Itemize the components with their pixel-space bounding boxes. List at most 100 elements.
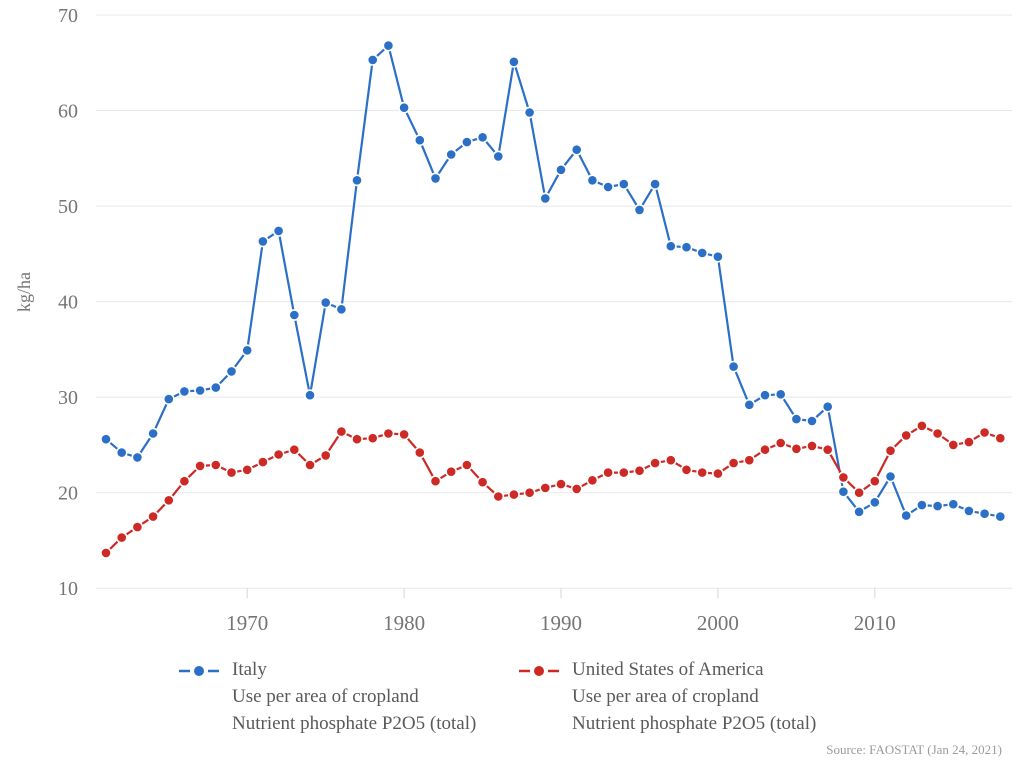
united-states-of-america-point-1963[interactable] xyxy=(131,521,144,533)
italy-point-1981[interactable] xyxy=(413,134,426,147)
united-states-of-america-point-2018[interactable] xyxy=(994,432,1007,445)
united-states-of-america-point-1989[interactable] xyxy=(539,481,552,494)
legend-item-usa[interactable]: United States of America Use per area of… xyxy=(518,656,816,737)
italy-point-1997[interactable] xyxy=(664,240,677,253)
italy-point-1971[interactable] xyxy=(256,235,269,248)
italy-point-2008[interactable] xyxy=(837,485,850,498)
italy-point-1995[interactable] xyxy=(633,203,646,216)
italy-point-1977[interactable] xyxy=(351,174,363,187)
united-states-of-america-point-2017[interactable] xyxy=(978,426,991,439)
united-states-of-america-point-1991[interactable] xyxy=(570,482,583,495)
italy-point-2014[interactable] xyxy=(931,500,944,512)
italy-point-2016[interactable] xyxy=(963,504,975,517)
italy-point-1994[interactable] xyxy=(617,178,630,190)
italy-point-2004[interactable] xyxy=(774,388,787,401)
united-states-of-america-point-1977[interactable] xyxy=(351,433,363,446)
united-states-of-america-point-2000[interactable] xyxy=(712,467,724,480)
united-states-of-america-point-1983[interactable] xyxy=(445,465,458,478)
united-states-of-america-point-1961[interactable] xyxy=(100,547,112,559)
italy-point-1979[interactable] xyxy=(382,39,395,52)
united-states-of-america-point-2012[interactable] xyxy=(900,429,913,442)
italy-point-1982[interactable] xyxy=(429,172,442,185)
italy-point-1973[interactable] xyxy=(288,309,301,321)
united-states-of-america-point-1972[interactable] xyxy=(272,448,285,461)
italy-point-1978[interactable] xyxy=(366,54,379,66)
italy-point-1970[interactable] xyxy=(241,344,254,357)
italy-point-1989[interactable] xyxy=(539,192,552,205)
italy-point-1992[interactable] xyxy=(586,174,599,187)
united-states-of-america-point-1981[interactable] xyxy=(413,446,426,459)
united-states-of-america-point-1976[interactable] xyxy=(335,425,348,438)
italy-point-1961[interactable] xyxy=(100,433,112,446)
italy-point-1996[interactable] xyxy=(649,178,661,190)
united-states-of-america-point-1978[interactable] xyxy=(366,432,379,445)
united-states-of-america-point-1988[interactable] xyxy=(523,486,536,499)
italy-point-2015[interactable] xyxy=(947,498,960,511)
united-states-of-america-point-1985[interactable] xyxy=(476,476,489,489)
italy-point-1962[interactable] xyxy=(115,446,128,459)
italy-point-1974[interactable] xyxy=(304,389,316,402)
united-states-of-america-point-1969[interactable] xyxy=(225,466,238,479)
united-states-of-america-point-1993[interactable] xyxy=(602,466,614,479)
italy-point-2018[interactable] xyxy=(994,510,1007,523)
italy-point-1975[interactable] xyxy=(319,296,332,309)
united-states-of-america-point-2013[interactable] xyxy=(916,419,928,432)
united-states-of-america-point-2008[interactable] xyxy=(837,471,850,484)
united-states-of-america-point-2004[interactable] xyxy=(774,437,787,449)
italy-point-1980[interactable] xyxy=(398,101,410,114)
united-states-of-america-point-1994[interactable] xyxy=(617,466,630,479)
united-states-of-america-point-1965[interactable] xyxy=(162,494,175,507)
united-states-of-america-point-1973[interactable] xyxy=(288,443,301,456)
united-states-of-america-point-2010[interactable] xyxy=(868,475,881,488)
united-states-of-america-point-2007[interactable] xyxy=(821,443,834,456)
italy-point-1986[interactable] xyxy=(492,150,505,163)
italy-point-1998[interactable] xyxy=(680,241,693,254)
united-states-of-america-point-1999[interactable] xyxy=(696,466,709,479)
italy-point-2013[interactable] xyxy=(916,499,928,511)
united-states-of-america-point-1990[interactable] xyxy=(555,478,567,490)
italy-point-2017[interactable] xyxy=(978,507,991,520)
legend-item-italy[interactable]: Italy Use per area of cropland Nutrient … xyxy=(178,656,476,737)
italy-point-1972[interactable] xyxy=(272,224,285,237)
italy-point-1983[interactable] xyxy=(445,148,458,161)
united-states-of-america-point-1995[interactable] xyxy=(633,464,646,477)
united-states-of-america-point-2011[interactable] xyxy=(884,444,897,457)
united-states-of-america-point-2006[interactable] xyxy=(806,439,818,452)
united-states-of-america-point-1984[interactable] xyxy=(460,459,473,471)
italy-point-1966[interactable] xyxy=(178,385,191,398)
italy-point-1968[interactable] xyxy=(209,381,222,394)
italy-point-1987[interactable] xyxy=(508,55,520,68)
united-states-of-america-point-1979[interactable] xyxy=(382,427,395,440)
italy-point-2012[interactable] xyxy=(900,509,913,522)
united-states-of-america-point-2016[interactable] xyxy=(963,436,975,448)
italy-point-2001[interactable] xyxy=(727,360,740,373)
united-states-of-america-point-1964[interactable] xyxy=(147,510,159,523)
italy-point-1988[interactable] xyxy=(523,106,536,119)
united-states-of-america-point-1982[interactable] xyxy=(429,475,442,488)
united-states-of-america-point-1974[interactable] xyxy=(304,459,316,471)
united-states-of-america-point-1987[interactable] xyxy=(508,488,520,501)
united-states-of-america-point-2001[interactable] xyxy=(727,457,740,469)
italy-point-2007[interactable] xyxy=(821,400,834,413)
united-states-of-america-point-1975[interactable] xyxy=(319,449,332,462)
italy-point-1993[interactable] xyxy=(602,181,614,193)
united-states-of-america-point-1968[interactable] xyxy=(209,459,222,471)
italy-point-1985[interactable] xyxy=(476,131,489,144)
united-states-of-america-point-1971[interactable] xyxy=(256,456,269,468)
italy-point-2003[interactable] xyxy=(759,389,771,402)
italy-point-2009[interactable] xyxy=(853,505,865,518)
italy-point-2002[interactable] xyxy=(743,398,756,411)
italy-point-1999[interactable] xyxy=(696,246,709,259)
united-states-of-america-point-1966[interactable] xyxy=(178,475,191,488)
italy-point-2011[interactable] xyxy=(884,470,897,483)
united-states-of-america-point-2003[interactable] xyxy=(759,443,771,456)
italy-point-1965[interactable] xyxy=(162,393,175,405)
united-states-of-america-point-1980[interactable] xyxy=(398,428,410,441)
italy-point-1991[interactable] xyxy=(570,143,583,156)
united-states-of-america-point-2002[interactable] xyxy=(743,454,756,467)
united-states-of-america-point-1986[interactable] xyxy=(492,490,505,503)
italy-point-1967[interactable] xyxy=(194,384,206,397)
italy-point-2000[interactable] xyxy=(712,250,724,263)
united-states-of-america-point-1997[interactable] xyxy=(664,454,677,467)
italy-point-1976[interactable] xyxy=(335,303,348,316)
